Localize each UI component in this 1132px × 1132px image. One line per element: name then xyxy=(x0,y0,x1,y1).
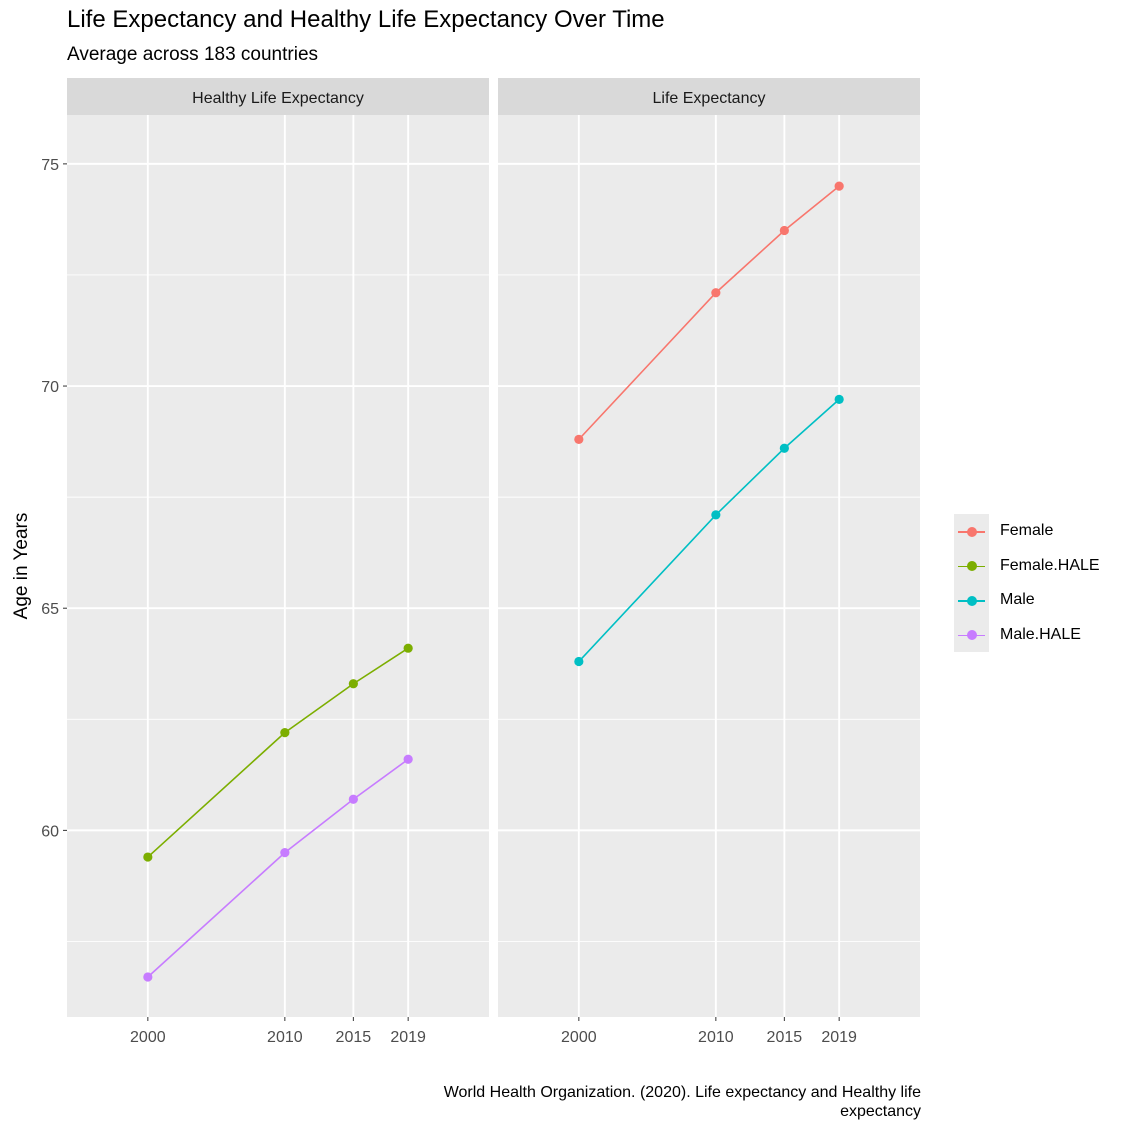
x-tick-label: 2000 xyxy=(130,1029,166,1046)
x-tick-label: 2010 xyxy=(267,1029,303,1046)
facet-strip xyxy=(67,78,489,115)
x-tick-label: 2015 xyxy=(336,1029,372,1046)
y-tick-label: 75 xyxy=(41,157,59,174)
facet-strip-label: Healthy Life Expectancy xyxy=(192,90,364,107)
data-point xyxy=(574,434,584,444)
facet-strip-label: Life Expectancy xyxy=(653,90,766,107)
x-tick-label: 2010 xyxy=(698,1029,734,1046)
x-tick-label: 2019 xyxy=(390,1029,426,1046)
data-point xyxy=(834,394,844,404)
series-line-male-hale xyxy=(147,758,409,978)
data-point xyxy=(834,181,844,191)
data-point xyxy=(403,643,413,653)
data-point xyxy=(779,443,789,453)
chart-title: Life Expectancy and Healthy Life Expecta… xyxy=(67,6,665,33)
y-tick-label: 65 xyxy=(41,601,59,618)
data-point xyxy=(574,656,584,667)
legend-item-male: Male xyxy=(954,583,1118,618)
legend: Female Female.HALE Male Male.HALE xyxy=(954,514,1118,652)
legend-item-female: Female xyxy=(954,514,1118,549)
panel-background xyxy=(498,115,920,1017)
legend-item-female-hale: Female.HALE xyxy=(954,548,1118,583)
legend-key xyxy=(954,514,989,549)
legend-label: Male xyxy=(1000,591,1035,608)
legend-key xyxy=(954,583,989,618)
data-point xyxy=(711,288,721,298)
legend-key xyxy=(954,617,989,652)
chart-subtitle: Average across 183 countries xyxy=(67,44,319,65)
legend-label: Female.HALE xyxy=(1000,556,1100,574)
data-point xyxy=(143,852,153,862)
data-point xyxy=(348,794,358,804)
series-line-female xyxy=(578,185,840,440)
source-caption: World Health Organization. (2020). Life … xyxy=(443,1084,921,1120)
series-line-female-hale xyxy=(147,647,409,858)
data-point xyxy=(711,510,721,520)
legend-label: Female xyxy=(1000,522,1054,539)
y-axis-title: Age in Years xyxy=(11,513,32,620)
data-point xyxy=(280,728,290,738)
legend-key xyxy=(954,548,989,583)
data-point xyxy=(403,754,413,764)
legend-label: Male.HALE xyxy=(1000,625,1081,643)
facet-strip xyxy=(498,78,920,115)
y-tick-label: 70 xyxy=(41,379,59,396)
data-point xyxy=(348,679,358,689)
x-tick-label: 2015 xyxy=(767,1029,803,1046)
data-point xyxy=(280,847,290,858)
series-line-male xyxy=(578,398,840,663)
data-point xyxy=(779,225,789,236)
data-point xyxy=(143,972,153,982)
legend-item-male-hale: Male.HALE xyxy=(954,617,1118,652)
x-tick-label: 2019 xyxy=(821,1029,857,1046)
y-tick-label: 60 xyxy=(41,823,59,840)
x-tick-label: 2000 xyxy=(561,1029,597,1046)
panel-background xyxy=(67,115,489,1017)
